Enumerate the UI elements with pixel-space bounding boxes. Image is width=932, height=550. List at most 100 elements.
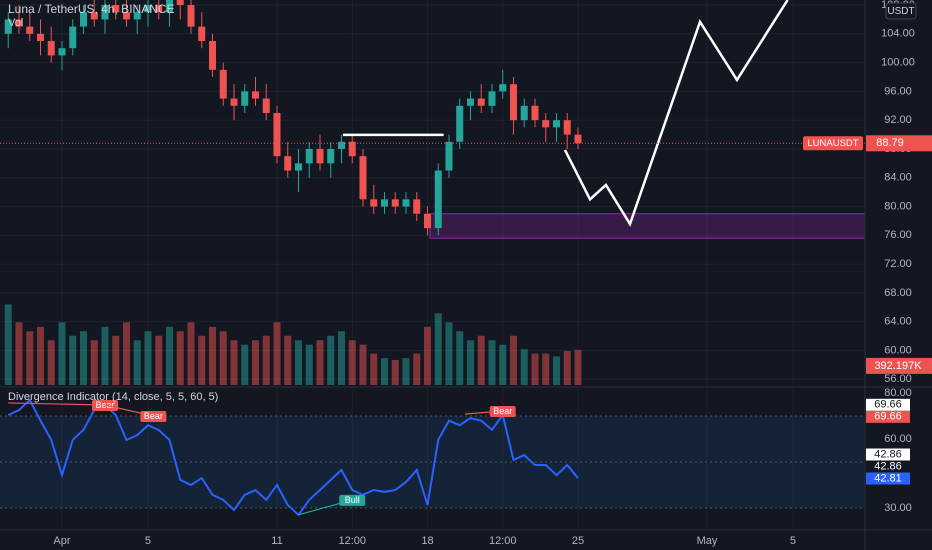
candle-body	[251, 91, 259, 99]
candle-body	[176, 0, 184, 6]
value-tag: 42.86	[874, 460, 902, 472]
candle-body	[466, 98, 474, 106]
y-tick-label: 68.00	[884, 287, 912, 299]
candle-body	[230, 98, 238, 106]
volume-bar	[112, 335, 120, 385]
y-tick-label: 104.00	[881, 28, 915, 40]
volume-bar	[284, 335, 292, 385]
y-tick-label: 56.00	[884, 373, 912, 385]
volume-bar	[219, 331, 227, 385]
volume-bar	[466, 340, 474, 385]
candle-body	[391, 199, 399, 207]
divergence-badge	[489, 405, 516, 417]
candle-body	[370, 199, 378, 207]
volume-bar	[58, 322, 66, 385]
volume-bar	[488, 340, 496, 385]
volume-bar	[241, 344, 249, 385]
candle-body	[144, 5, 152, 13]
candle-body	[348, 141, 356, 157]
currency-button[interactable]	[885, 2, 917, 20]
volume-bar	[230, 340, 238, 385]
divergence-label: Bear	[144, 411, 163, 421]
divergence-badge	[339, 494, 366, 506]
last-price-box	[866, 135, 932, 152]
volume-bar	[101, 326, 109, 385]
projection-path	[563, 0, 789, 227]
candle-body	[477, 98, 485, 106]
indicator-title: Divergence Indicator (14, close, 5, 5, 6…	[8, 391, 218, 403]
candle-body	[294, 163, 302, 171]
candle-body	[262, 98, 270, 113]
candle-body	[552, 120, 560, 128]
y-tick-label: 30.00	[884, 502, 912, 514]
volume-bar	[380, 358, 388, 385]
volume-bar	[69, 335, 77, 385]
candle-body	[327, 148, 335, 164]
x-tick-label: 18	[421, 535, 433, 547]
y-tick-label: 96.00	[884, 85, 912, 97]
y-tick-label: 60.00	[884, 433, 912, 445]
currency-label[interactable]: USDT	[887, 6, 914, 17]
value-tag: 69.66	[874, 399, 902, 411]
candle-body	[520, 105, 528, 121]
volume-bar	[509, 335, 517, 385]
symbol-tag: LUNAUSDT	[807, 138, 858, 149]
candle-body	[488, 91, 496, 106]
grid	[0, 0, 865, 530]
candle-body	[509, 84, 517, 121]
divergence-label: Bull	[345, 495, 360, 505]
volume-bar	[305, 344, 313, 385]
candle-body	[499, 84, 507, 92]
value-tag-box	[866, 448, 910, 461]
volume-bar	[316, 340, 324, 385]
candle-body	[402, 199, 410, 207]
marks: Bear Bear Bull Bear	[0, 0, 866, 517]
divergence-label: Bear	[95, 400, 114, 410]
volume-title: Vol	[8, 17, 23, 29]
candle-body	[316, 148, 324, 164]
volume-bar	[445, 322, 453, 385]
volume-bar	[359, 344, 367, 385]
candle-body	[413, 199, 421, 214]
value-tag-box	[866, 398, 910, 411]
volume-bar	[4, 304, 12, 385]
x-tick-label: May	[697, 535, 718, 547]
volume-bar	[262, 335, 270, 385]
last-price-label: 88.79	[876, 137, 904, 149]
candle-body	[79, 12, 87, 27]
candle-body	[456, 105, 464, 142]
candle-body	[90, 12, 98, 20]
volume-bar	[155, 335, 163, 385]
value-tag-box	[866, 472, 910, 485]
divergence-label: Bear	[493, 406, 512, 416]
y-tick-label: 80.00	[884, 200, 912, 212]
candle-body	[165, 0, 173, 13]
candle-body	[101, 5, 109, 20]
candle-body	[58, 48, 66, 56]
candle-body	[187, 5, 195, 27]
y-tick-label: 60.00	[884, 344, 912, 356]
volume-bar	[348, 340, 356, 385]
divergence-line	[8, 402, 106, 406]
volume-bar	[122, 322, 130, 385]
volume-bar	[370, 353, 378, 385]
volume-bar	[327, 335, 335, 385]
volume-bar	[208, 326, 216, 385]
volume-bar	[133, 340, 141, 385]
volume-tag-box	[866, 357, 932, 374]
volume-bar	[423, 326, 431, 385]
candle-body	[359, 156, 367, 200]
volume-bar	[26, 331, 34, 385]
x-tick-label: 5	[145, 535, 151, 547]
value-tag: 42.86	[874, 448, 902, 460]
y-tick-label: 92.00	[884, 114, 912, 126]
volume-bar	[90, 340, 98, 385]
volume-bar	[15, 322, 23, 385]
candle-body	[112, 5, 120, 13]
volume-bar	[337, 331, 345, 385]
volume-bar	[456, 331, 464, 385]
volume-bar	[144, 331, 152, 385]
volume-bar	[574, 349, 582, 385]
candle-body	[241, 91, 249, 106]
volume-bar	[251, 340, 259, 385]
